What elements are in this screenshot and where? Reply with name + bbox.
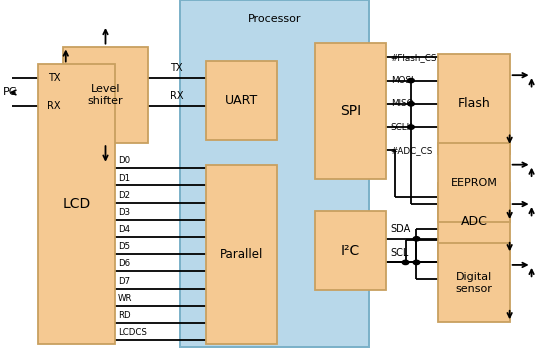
Bar: [438, 54, 510, 154]
Text: MOSI: MOSI: [391, 76, 413, 85]
Text: Digital
sensor: Digital sensor: [455, 272, 493, 294]
Circle shape: [408, 102, 414, 106]
Text: TX: TX: [170, 63, 183, 73]
Text: Processor: Processor: [248, 14, 301, 24]
Text: LCDCS: LCDCS: [118, 328, 147, 337]
Text: MISO: MISO: [391, 99, 413, 108]
Text: SCLK: SCLK: [391, 122, 413, 132]
Text: SCL: SCL: [391, 248, 409, 258]
Text: RD: RD: [118, 311, 130, 320]
Text: RX: RX: [47, 101, 60, 111]
Bar: [206, 165, 277, 344]
Circle shape: [413, 260, 420, 265]
Bar: [438, 143, 510, 222]
Text: PC: PC: [3, 87, 17, 97]
Bar: [63, 47, 148, 143]
Text: D1: D1: [118, 174, 130, 183]
Bar: [438, 183, 510, 261]
Circle shape: [413, 237, 420, 241]
Text: LCD: LCD: [62, 197, 91, 211]
Circle shape: [408, 78, 414, 83]
Text: D7: D7: [118, 277, 130, 286]
Bar: [315, 211, 386, 290]
Bar: [206, 61, 277, 140]
Text: D6: D6: [118, 260, 130, 268]
Text: D2: D2: [118, 191, 130, 200]
Bar: [438, 243, 510, 322]
Text: #Flash_CS: #Flash_CS: [391, 53, 437, 62]
Text: Flash: Flash: [458, 97, 490, 110]
Text: SDA: SDA: [391, 224, 411, 234]
Text: SPI: SPI: [340, 104, 361, 118]
Text: D4: D4: [118, 225, 130, 234]
Text: Level
shifter: Level shifter: [88, 84, 123, 106]
Text: D5: D5: [118, 242, 130, 251]
Circle shape: [408, 125, 414, 129]
Text: UART: UART: [225, 94, 258, 107]
Bar: [38, 64, 115, 344]
Text: TX: TX: [48, 73, 60, 83]
Bar: [315, 43, 386, 179]
Bar: [180, 0, 369, 347]
Text: EEPROM: EEPROM: [450, 178, 498, 188]
Text: D0: D0: [118, 156, 130, 165]
Text: I²C: I²C: [341, 243, 361, 258]
Circle shape: [402, 260, 409, 265]
Text: ADC: ADC: [460, 216, 488, 228]
Text: RX: RX: [170, 91, 184, 101]
Text: D3: D3: [118, 208, 130, 217]
Text: WR: WR: [118, 294, 132, 303]
Text: #ADC_CS: #ADC_CS: [391, 146, 433, 155]
Text: Parallel: Parallel: [219, 248, 263, 261]
